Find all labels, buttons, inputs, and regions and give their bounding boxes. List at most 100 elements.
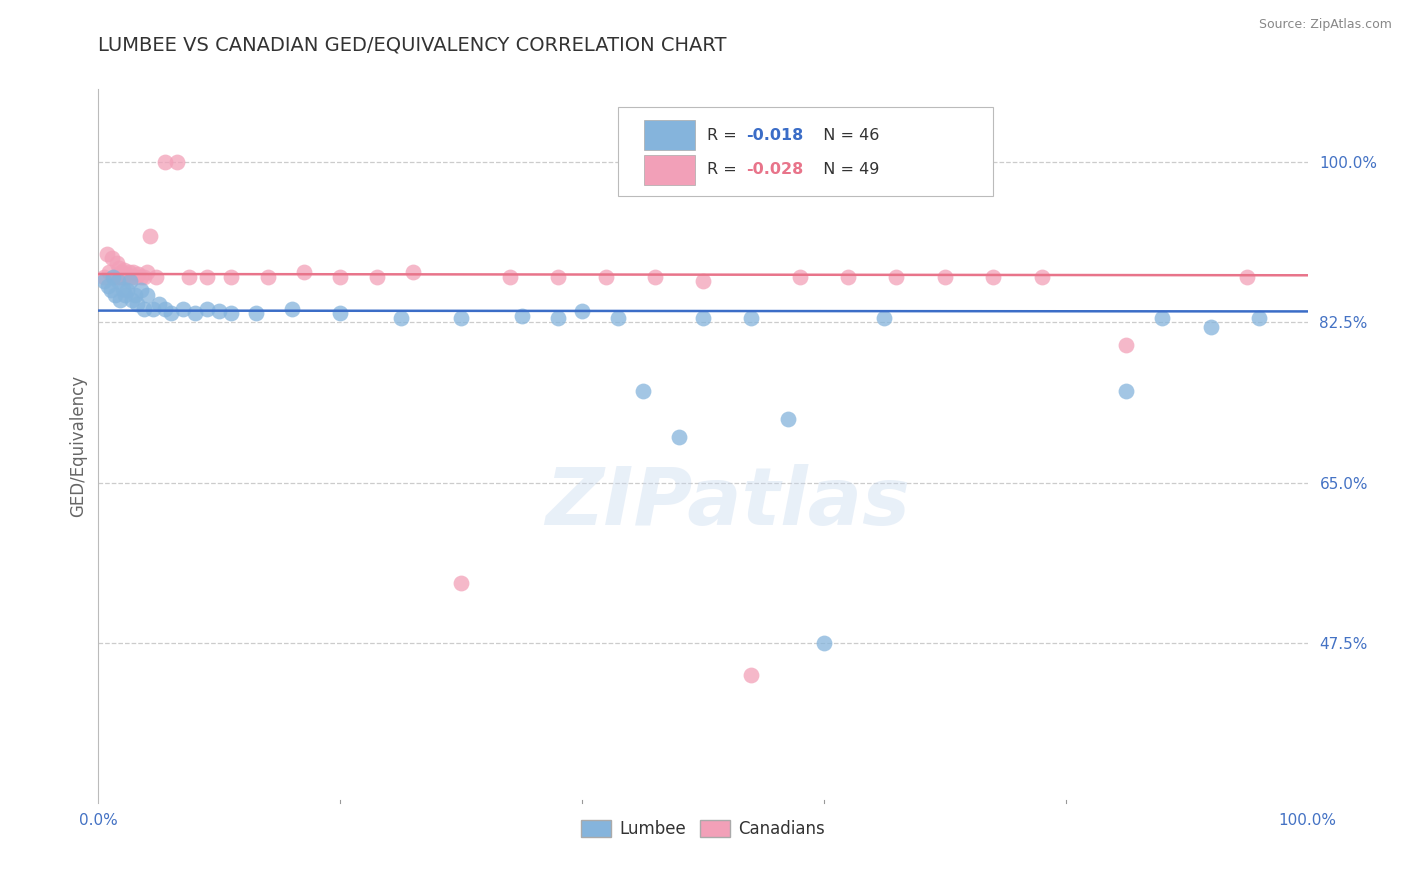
Point <box>107 274 129 288</box>
Point <box>115 269 138 284</box>
Point <box>135 288 157 302</box>
Legend: Lumbee, Canadians: Lumbee, Canadians <box>575 813 831 845</box>
FancyBboxPatch shape <box>644 154 695 185</box>
Point <box>837 269 859 284</box>
Point <box>450 576 472 591</box>
Point <box>740 310 762 325</box>
Point <box>117 284 139 298</box>
Point <box>114 267 136 281</box>
Point <box>498 269 520 284</box>
Point <box>108 293 131 307</box>
Point <box>607 310 630 325</box>
Point <box>292 265 315 279</box>
Point <box>668 430 690 444</box>
Text: Source: ZipAtlas.com: Source: ZipAtlas.com <box>1258 18 1392 31</box>
Point <box>547 310 569 325</box>
Point <box>127 267 149 281</box>
Point <box>692 274 714 288</box>
Point <box>208 303 231 318</box>
Point <box>100 284 122 298</box>
Point <box>510 309 533 323</box>
Point <box>1249 310 1271 325</box>
Text: N = 49: N = 49 <box>813 162 879 178</box>
Point <box>139 228 162 243</box>
Point <box>97 279 120 293</box>
Point <box>184 306 207 320</box>
Point <box>450 310 472 325</box>
Point <box>160 306 183 320</box>
Point <box>134 301 156 316</box>
Point <box>111 282 134 296</box>
Point <box>153 301 176 316</box>
Point <box>120 269 142 284</box>
Point <box>127 297 149 311</box>
Point <box>107 269 129 284</box>
Point <box>1115 338 1137 352</box>
Point <box>129 269 152 284</box>
Point <box>571 303 593 318</box>
Point <box>148 297 170 311</box>
Point <box>118 274 141 288</box>
Text: R =: R = <box>707 128 741 143</box>
Point <box>135 265 157 279</box>
Point <box>329 306 352 320</box>
Point <box>389 310 412 325</box>
Point <box>101 269 124 284</box>
Point <box>166 155 188 169</box>
Point <box>631 384 654 398</box>
Point <box>93 269 115 284</box>
Point <box>776 411 799 425</box>
Point <box>104 288 127 302</box>
Point <box>108 269 131 284</box>
Point <box>96 247 118 261</box>
Point <box>172 301 194 316</box>
Point <box>153 155 176 169</box>
FancyBboxPatch shape <box>644 120 695 150</box>
Point <box>789 269 811 284</box>
Point <box>595 269 617 284</box>
Point <box>100 252 122 266</box>
Point <box>145 269 167 284</box>
Point <box>221 269 243 284</box>
Point <box>981 269 1004 284</box>
Point <box>245 306 267 320</box>
Point <box>122 265 145 279</box>
Point <box>112 263 135 277</box>
Point <box>329 269 352 284</box>
Point <box>402 265 425 279</box>
Point <box>142 301 165 316</box>
Point <box>281 301 304 316</box>
Point <box>124 288 146 302</box>
Point <box>129 284 152 298</box>
Point <box>195 301 218 316</box>
Point <box>644 269 666 284</box>
Point <box>121 293 143 307</box>
Point <box>105 256 128 270</box>
Point <box>111 269 134 284</box>
Y-axis label: GED/Equivalency: GED/Equivalency <box>69 375 87 517</box>
Point <box>179 269 201 284</box>
Point <box>221 306 243 320</box>
Point <box>125 269 148 284</box>
Point <box>547 269 569 284</box>
Point <box>114 288 136 302</box>
Point <box>195 269 218 284</box>
Point <box>256 269 278 284</box>
Text: -0.018: -0.018 <box>747 128 804 143</box>
Point <box>108 260 131 275</box>
Point <box>93 274 115 288</box>
Point <box>98 265 121 279</box>
Point <box>1236 269 1258 284</box>
Point <box>103 269 125 284</box>
Point <box>366 269 388 284</box>
Point <box>110 265 132 279</box>
Point <box>873 310 896 325</box>
Point <box>692 310 714 325</box>
Point <box>886 269 908 284</box>
Point <box>118 265 141 279</box>
Text: ZIPatlas: ZIPatlas <box>544 464 910 542</box>
Text: -0.028: -0.028 <box>747 162 804 178</box>
Text: N = 46: N = 46 <box>813 128 879 143</box>
Point <box>1115 384 1137 398</box>
Point <box>1199 320 1222 334</box>
